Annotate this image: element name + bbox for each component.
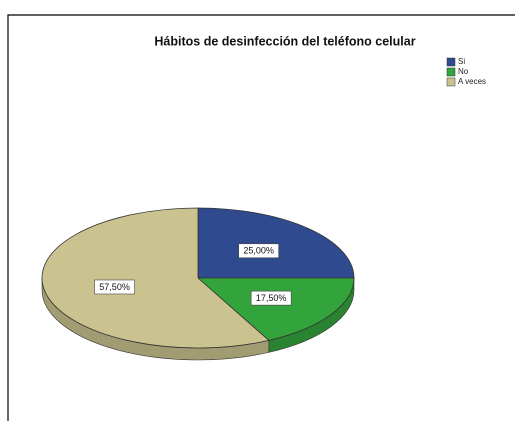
pie-slice xyxy=(41,207,270,349)
frame xyxy=(7,14,515,421)
data-label-box xyxy=(94,279,135,295)
data-label: 17,50% xyxy=(256,293,287,303)
legend-swatch xyxy=(446,57,456,67)
legend-swatch xyxy=(446,77,456,87)
data-label-box xyxy=(238,243,279,259)
chart-title: Hábitos de desinfección del teléfono cel… xyxy=(154,34,415,48)
data-label: 25,00% xyxy=(243,246,274,256)
data-label-box xyxy=(250,290,292,306)
legend-label: Si xyxy=(458,57,465,66)
pie-slice xyxy=(196,277,355,341)
legend-label: No xyxy=(458,67,469,76)
data-label: 57,50% xyxy=(99,282,130,292)
legend-swatch xyxy=(446,67,456,77)
pie-slice xyxy=(197,207,355,279)
legend-label: A veces xyxy=(458,77,486,86)
